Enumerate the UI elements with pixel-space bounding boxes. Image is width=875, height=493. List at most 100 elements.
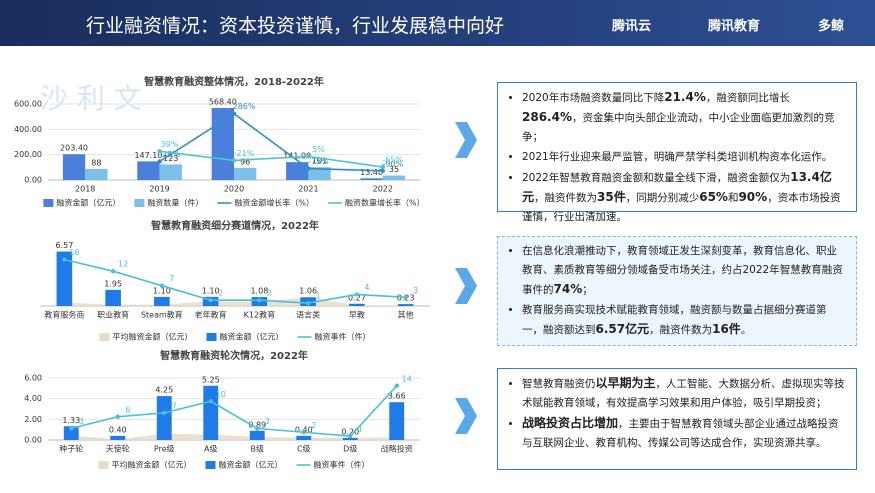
legend-swatch xyxy=(205,461,216,469)
x-tick-label: Steam教育 xyxy=(141,310,183,320)
data-label: 141.00 xyxy=(283,152,311,161)
bar xyxy=(137,161,160,180)
bar xyxy=(110,435,126,440)
bullet: 2022年智慧教育融资金额和数量全线下滑，融资金额仅为13.4亿元，融资件数为3… xyxy=(522,168,846,227)
y-tick-label: 0.00 xyxy=(24,176,42,185)
y-tick-label: 200.00 xyxy=(14,150,42,159)
data-label: 2 xyxy=(218,289,223,298)
charts: 沙 利 文 智慧教育融资整体情况，2018-2022年 0.00 200.00 400… xyxy=(14,75,477,470)
bar xyxy=(249,430,265,440)
data-label: 6.57 xyxy=(55,241,73,250)
area xyxy=(71,433,397,440)
legend-label: 融资数量（件） xyxy=(147,198,203,208)
bar xyxy=(342,437,358,440)
data-label: 147.10 xyxy=(134,151,162,160)
text-run: 6.57亿元 xyxy=(595,322,650,336)
line-point xyxy=(403,295,408,300)
text-run: ，资本市场投资谨慎，行业出清加速。 xyxy=(522,192,841,223)
data-label: 1.10 xyxy=(202,286,220,295)
text-run: 以早期为主 xyxy=(595,376,656,390)
data-label: 203.40 xyxy=(60,144,88,153)
bar xyxy=(105,289,121,306)
legend-swatch xyxy=(206,333,217,341)
line-point xyxy=(301,430,306,435)
data-label: 13.40 xyxy=(360,168,383,177)
data-label: 16 xyxy=(69,248,79,257)
logo: 多鲸 xyxy=(818,19,845,34)
line-point xyxy=(159,283,165,288)
x-tick-label: D级 xyxy=(343,444,357,454)
data-label: 1.33 xyxy=(62,416,80,425)
arrow xyxy=(455,398,477,434)
line-point xyxy=(255,426,260,431)
line-point xyxy=(208,399,213,404)
data-label: 1.95 xyxy=(104,279,122,288)
line xyxy=(159,150,383,168)
legend-label: 平均融资金额（亿元） xyxy=(112,460,192,470)
x-tick-label: 其他 xyxy=(398,310,414,320)
line-point xyxy=(348,433,353,439)
line-point xyxy=(380,164,385,170)
legend-label: 融资金额（亿元） xyxy=(56,198,120,208)
data-label: 1 xyxy=(316,292,321,301)
x-tick-label: 战略投资 xyxy=(381,444,413,454)
data-label: -28% xyxy=(159,150,180,159)
data-label: 568.40 xyxy=(209,98,237,107)
bullet: 2021年行业迎来最严监管，明确严禁学科类培训机构资本化运作。 xyxy=(522,148,846,167)
data-label: 2 xyxy=(267,289,272,298)
bar xyxy=(211,108,234,180)
data-label: 6 xyxy=(125,405,130,414)
data-label: 4.25 xyxy=(155,386,173,395)
text-run: 13.4亿元 xyxy=(522,170,832,204)
bar xyxy=(349,303,365,306)
text-run: 2020年市场融资数量同比下降 xyxy=(522,92,665,104)
text-run: 2021年行业迎来最严监管，明确严禁学科类培训机构资本化运作。 xyxy=(522,151,833,163)
y-tick-label: 4.00 xyxy=(24,394,42,403)
bullet: 智慧教育融资仍以早期为主，人工智能、大数据分析、虚拟现实等技术赋能教育领域，有效… xyxy=(522,374,846,413)
bullet-list: 在信息化浪潮推动下，教育领域正发生深刻变革，教育信息化、职业教育、素质教育等细分… xyxy=(506,242,846,340)
text-run: 在信息化浪潮推动下，教育领域正发生深刻变革，教育信息化、职业教育、素质教育等细分… xyxy=(522,245,843,296)
data-label: 3 xyxy=(79,417,84,426)
x-tick-label: 2021 xyxy=(298,185,318,194)
data-label: 2 xyxy=(311,421,316,430)
note-box: 2020年市场融资数量同比下降21.4%，融资额同比增长 286.4%，资金集中向… xyxy=(497,82,857,223)
line-point xyxy=(354,292,360,297)
y-tick-label: 2.00 xyxy=(24,415,42,424)
data-label: -90% xyxy=(382,159,403,168)
bar xyxy=(63,426,79,440)
data-label: 88 xyxy=(91,158,101,167)
data-label: 39% xyxy=(161,140,179,149)
text-run: 35件 xyxy=(597,190,626,204)
text-run: 教育服务商实现技术赋能教育领域，融资额与数量占据细分赛道第一，融资额达到 xyxy=(522,304,827,336)
bullet: 战略投资占比增加，主要由于智慧教育领域头部企业通过战略投资与互联网企业、教育机构… xyxy=(522,414,846,453)
x-tick-label: C级 xyxy=(297,444,311,454)
data-label: 35 xyxy=(389,165,399,174)
bar xyxy=(234,167,257,180)
line-point xyxy=(69,426,74,431)
legend-label: 融资金额增长率（%） xyxy=(234,198,314,208)
x-tick-label: K12教育 xyxy=(244,310,275,320)
x-tick-label: 语言类 xyxy=(296,310,320,320)
data-label: 14 xyxy=(402,374,412,383)
title: 行业融资情况：资本投资谨慎，行业发展稳中向好 xyxy=(86,15,505,37)
y-tick-label: 0.00 xyxy=(24,436,42,445)
data-label: -21% xyxy=(234,149,255,158)
text-run: ，融资额同比增长 xyxy=(705,92,790,104)
text-run: 战略投资占比增加 xyxy=(522,416,619,430)
data-label: 0.89 xyxy=(248,420,266,429)
bar xyxy=(159,164,182,180)
legend-label: 融资事件（件） xyxy=(315,332,371,342)
line-point xyxy=(231,111,237,116)
legend-swatch xyxy=(43,199,54,207)
line-point xyxy=(110,269,116,274)
legend-label: 平均融资金额（亿元） xyxy=(113,332,193,342)
data-label: 5% xyxy=(312,145,325,154)
x-tick-label: 2018 xyxy=(75,185,95,194)
data-label: 5.25 xyxy=(202,375,220,384)
bar xyxy=(156,396,172,440)
bullet: 2020年市场融资数量同比下降21.4%，融资额同比增长 286.4%，资金集中向… xyxy=(522,88,846,147)
line-point xyxy=(231,158,237,163)
legend-swatch xyxy=(98,461,109,469)
text-run: ，资金集中向头部企业流动，中小企业面临更加激烈的竞争； xyxy=(522,112,835,143)
data-label: 1.08 xyxy=(250,287,268,296)
